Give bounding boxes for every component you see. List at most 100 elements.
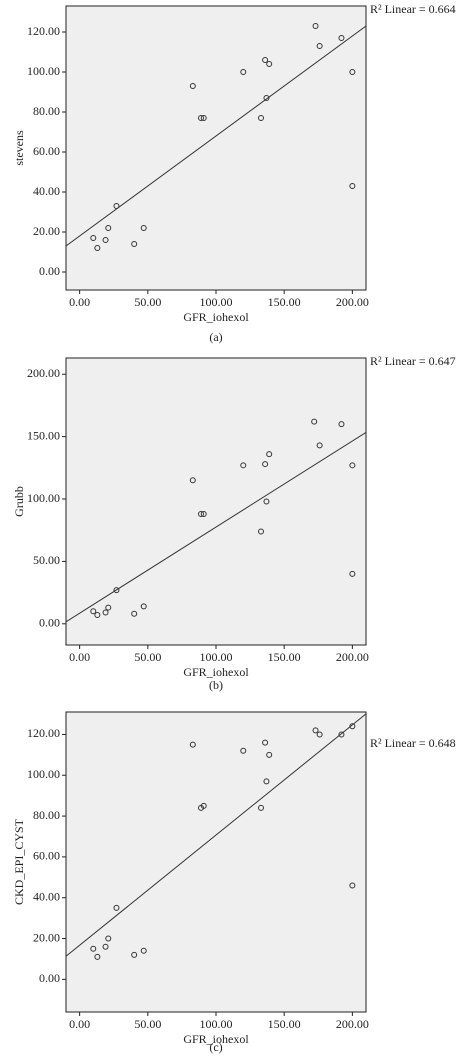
- point: [266, 61, 273, 67]
- annotation: R² Linear = 0.647: [370, 354, 456, 368]
- point: [240, 69, 247, 75]
- plot-area: [65, 5, 367, 291]
- panel: 0.00 50.00 100.00 150.00 200.00 0.00 50.00 100.…: [12, 354, 456, 692]
- point: [240, 462, 247, 469]
- point: [240, 747, 247, 754]
- panel: 0.00 20.00 40.00 60.00 80.00 100.00 120.00 0.00…: [12, 711, 456, 1054]
- point: [131, 610, 138, 617]
- y-tick-label: 40.00: [33, 889, 60, 903]
- y-tick-label: 0.00: [39, 264, 60, 278]
- y-tick-label: 80.00: [33, 104, 60, 118]
- point: [349, 723, 356, 730]
- point: [105, 225, 112, 231]
- x-tick-label: 50.00: [134, 650, 161, 664]
- y-tick-label: 200.00: [27, 366, 60, 380]
- caption: (a): [209, 330, 222, 344]
- point: [349, 69, 356, 75]
- y-tick-label: 80.00: [33, 808, 60, 822]
- x-tick-label: 100.00: [200, 650, 233, 664]
- point: [94, 612, 101, 619]
- y-tick-label: 120.00: [27, 24, 60, 38]
- point: [316, 442, 323, 449]
- x-tick-label: 150.00: [268, 1017, 301, 1031]
- point: [312, 23, 319, 29]
- point: [312, 727, 319, 734]
- point: [189, 83, 196, 89]
- y-tick-label: 100.00: [27, 64, 60, 78]
- y-tick-label: 20.00: [33, 224, 60, 238]
- x-tick-label: 150.00: [268, 295, 301, 309]
- x-tick-label: 200.00: [336, 295, 369, 309]
- fit-line: [66, 431, 366, 623]
- point: [140, 603, 147, 610]
- y-tick-label: 150.00: [27, 428, 60, 442]
- x-tick-label: 200.00: [336, 650, 369, 664]
- annotation: R² Linear = 0.664: [370, 2, 456, 16]
- y-tick-label: 20.00: [33, 930, 60, 944]
- point: [90, 608, 97, 615]
- point: [311, 418, 318, 425]
- point: [102, 943, 109, 950]
- point: [102, 609, 109, 616]
- caption: (b): [209, 678, 223, 692]
- point: [263, 95, 270, 101]
- annotation: R² Linear = 0.648: [370, 736, 456, 750]
- point: [262, 461, 269, 468]
- point: [200, 115, 207, 121]
- y-tick-label: 40.00: [33, 184, 60, 198]
- y-tick-label: 100.00: [27, 491, 60, 505]
- y-axis-label: stevens: [12, 130, 26, 166]
- point: [102, 237, 109, 243]
- x-tick-label: 0.00: [69, 650, 90, 664]
- point: [90, 945, 97, 952]
- x-tick-label: 200.00: [336, 1017, 369, 1031]
- x-tick-label: 0.00: [69, 1017, 90, 1031]
- point: [105, 935, 112, 942]
- point: [258, 528, 264, 535]
- point: [113, 904, 120, 911]
- point: [189, 741, 196, 748]
- point: [90, 235, 97, 241]
- point: [131, 241, 138, 247]
- x-tick-label: 100.00: [200, 1017, 233, 1031]
- y-axis-label: Grubb: [12, 486, 26, 517]
- y-tick-label: 50.00: [33, 553, 60, 567]
- y-tick-label: 120.00: [27, 726, 60, 740]
- point: [94, 953, 101, 960]
- point: [349, 462, 356, 469]
- point: [198, 510, 204, 517]
- x-tick-label: 0.00: [69, 295, 90, 309]
- y-tick-label: 0.00: [39, 971, 60, 985]
- caption: (c): [209, 1040, 222, 1054]
- panel: 0.00 20.00 40.00 60.00 80.00 100.00 120.00 0.00…: [12, 2, 456, 344]
- point: [105, 604, 112, 611]
- x-tick-label: 150.00: [268, 650, 301, 664]
- y-tick-label: 60.00: [33, 849, 60, 863]
- y-tick-label: 100.00: [27, 767, 60, 781]
- point: [198, 115, 204, 121]
- point: [266, 751, 273, 758]
- y-tick-label: 0.00: [39, 616, 60, 630]
- point: [131, 951, 138, 958]
- point: [266, 451, 273, 458]
- point: [263, 498, 270, 505]
- point: [258, 115, 264, 121]
- point: [113, 587, 120, 594]
- point: [262, 57, 269, 63]
- y-tick-label: 60.00: [33, 144, 60, 158]
- point: [189, 477, 196, 484]
- x-tick-label: 50.00: [134, 1017, 161, 1031]
- plot-area: [65, 357, 367, 646]
- point: [316, 43, 323, 49]
- point: [349, 882, 356, 889]
- point: [349, 183, 356, 189]
- point: [262, 739, 269, 746]
- x-axis-label: GFR_iohexol: [183, 1032, 249, 1046]
- fit-line: [66, 713, 366, 957]
- point: [140, 947, 147, 954]
- point: [316, 731, 323, 738]
- fit-line: [66, 25, 366, 247]
- point: [258, 804, 264, 811]
- point: [263, 778, 270, 785]
